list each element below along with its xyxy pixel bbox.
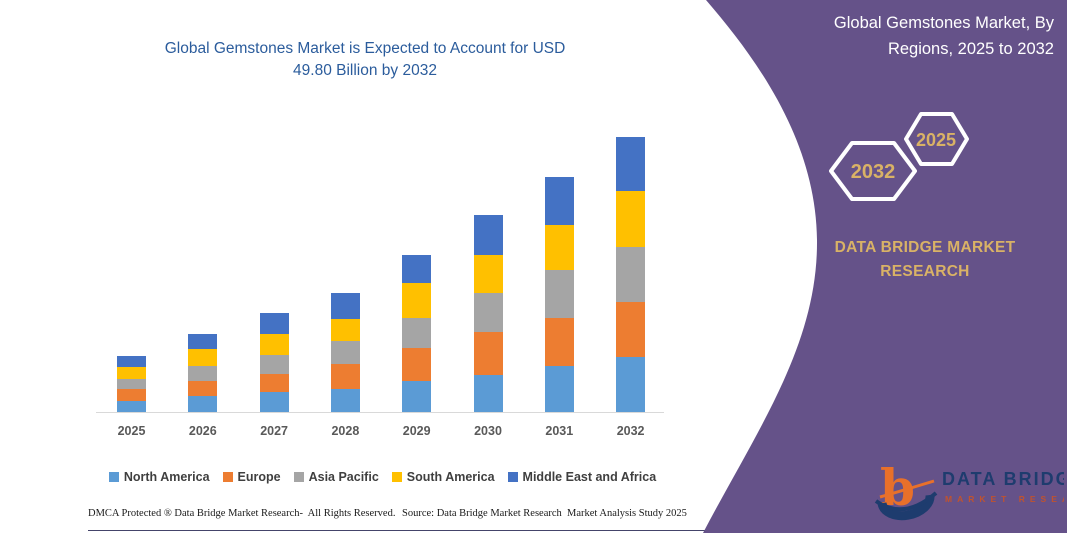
bar-segment-2027 bbox=[259, 373, 289, 393]
bar-segment-2026 bbox=[188, 396, 218, 412]
bar-segment-2029 bbox=[402, 347, 432, 381]
bar-segment-2029 bbox=[402, 282, 432, 318]
legend-item: Europe bbox=[222, 470, 281, 484]
panel-title-line2: Regions, 2025 to 2032 bbox=[887, 39, 1054, 58]
panel-title-line1: Global Gemstones Market, By bbox=[833, 14, 1054, 32]
bar-2029 bbox=[402, 255, 432, 412]
panel-title: Global Gemstones Market, By Regions, 202… bbox=[724, 11, 1054, 62]
bar-segment-2031 bbox=[544, 365, 574, 412]
bar-segment-2028 bbox=[330, 389, 360, 412]
plot-area bbox=[96, 120, 664, 413]
bar-segment-2030 bbox=[473, 375, 503, 412]
legend-item: Middle East and Africa bbox=[507, 470, 657, 484]
x-axis-label-2025: 2025 bbox=[117, 424, 146, 438]
x-axis-label-2026: 2026 bbox=[188, 424, 217, 438]
bar-segment-2032 bbox=[616, 246, 646, 303]
footer: DMCA Protected ® Data Bridge Market Rese… bbox=[0, 508, 760, 524]
logo-text-main: DATA BRIDGE bbox=[942, 469, 1064, 489]
legend-swatch-icon bbox=[108, 472, 119, 482]
x-axis-label-2028: 2028 bbox=[331, 424, 360, 438]
legend-swatch-icon bbox=[391, 472, 402, 482]
bar-2026 bbox=[188, 334, 218, 412]
bar-segment-2025 bbox=[117, 389, 146, 401]
x-axis-label-2027: 2027 bbox=[260, 424, 288, 438]
bar-segment-2032 bbox=[616, 136, 646, 191]
legend-label: Europe bbox=[237, 470, 281, 484]
hexagon-2032-label: 2032 bbox=[851, 161, 896, 183]
x-axis: 2025 2026 2027 2028 2029 2030 2031 2032 bbox=[0, 424, 700, 444]
chart-title-line2: 49.80 Billion by 2032 bbox=[293, 62, 437, 79]
bar-segment-2031 bbox=[544, 224, 574, 271]
bar-segment-2027 bbox=[259, 312, 289, 335]
x-axis-label-2029: 2029 bbox=[402, 424, 431, 438]
bar-segment-2027 bbox=[259, 392, 289, 412]
brand-wordmark: DATA BRIDGE MARKET RESEARCH bbox=[805, 236, 1045, 284]
bar-segment-2028 bbox=[330, 318, 360, 341]
bar-segment-2031 bbox=[544, 176, 574, 225]
brand-line2: RESEARCH bbox=[880, 263, 970, 281]
bar-segment-2031 bbox=[544, 270, 574, 318]
legend-item: Asia Pacific bbox=[293, 470, 379, 484]
legend-swatch-icon bbox=[222, 472, 233, 482]
bar-2025 bbox=[117, 355, 146, 412]
bar-2027 bbox=[259, 312, 289, 412]
bar-2032 bbox=[616, 136, 646, 412]
legend-label: Middle East and Africa bbox=[522, 470, 657, 484]
bar-2031 bbox=[544, 176, 574, 412]
bar-segment-2029 bbox=[402, 380, 432, 412]
bar-2028 bbox=[330, 293, 360, 412]
purple-swoosh-shape bbox=[703, 0, 1067, 533]
bar-segment-2025 bbox=[117, 355, 146, 368]
hexagon-2025-label: 2025 bbox=[916, 130, 956, 150]
bar-segment-2032 bbox=[616, 357, 646, 412]
year-hexagons: 2032 2025 bbox=[829, 112, 969, 201]
legend: North America Europe Asia Pacific South Ame… bbox=[90, 470, 675, 484]
bar-segment-2027 bbox=[259, 355, 289, 374]
legend-item: North America bbox=[108, 470, 210, 484]
brand-line1: DATA BRIDGE MARKET bbox=[834, 239, 1016, 256]
bar-segment-2025 bbox=[117, 367, 146, 379]
hexagon-2025 bbox=[904, 112, 969, 166]
legend-swatch-icon bbox=[293, 472, 304, 482]
bar-segment-2030 bbox=[473, 255, 503, 293]
bottom-divider bbox=[88, 530, 738, 531]
x-axis-label-2031: 2031 bbox=[545, 424, 574, 438]
bar-segment-2026 bbox=[188, 334, 218, 350]
bar-segment-2029 bbox=[402, 317, 432, 348]
chart-title: Global Gemstones Market is Expected to A… bbox=[100, 38, 630, 82]
dbmr-logo: b DATA BRIDGE MARKET RESEARCH bbox=[874, 459, 1064, 521]
bar-segment-2026 bbox=[188, 366, 218, 381]
legend-item: South America bbox=[391, 470, 495, 484]
legend-label: North America bbox=[123, 470, 210, 484]
bar-segment-2030 bbox=[473, 292, 503, 333]
bar-2030 bbox=[473, 215, 503, 412]
chart-title-line1: Global Gemstones Market is Expected to A… bbox=[164, 40, 566, 57]
bar-segment-2030 bbox=[473, 215, 503, 256]
bar-segment-2028 bbox=[330, 293, 360, 319]
bar-segment-2027 bbox=[259, 334, 289, 356]
bar-segment-2026 bbox=[188, 349, 218, 367]
legend-label: Asia Pacific bbox=[308, 470, 379, 484]
source-text: Source: Data Bridge Market Research Mark… bbox=[402, 508, 687, 519]
x-axis-label-2032: 2032 bbox=[616, 424, 645, 438]
x-axis-label-2030: 2030 bbox=[474, 424, 502, 438]
hexagon-2032 bbox=[829, 141, 917, 201]
bar-segment-2032 bbox=[616, 302, 646, 358]
dmca-text: DMCA Protected ® Data Bridge Market Rese… bbox=[88, 508, 396, 519]
bar-segment-2030 bbox=[473, 332, 503, 375]
legend-swatch-icon bbox=[507, 472, 518, 482]
bar-segment-2028 bbox=[330, 340, 360, 364]
logo-b-glyph: b bbox=[874, 459, 938, 521]
bar-segment-2029 bbox=[402, 255, 432, 283]
bar-segment-2025 bbox=[117, 400, 146, 412]
bar-segment-2031 bbox=[544, 317, 574, 366]
bar-segment-2026 bbox=[188, 380, 218, 396]
logo-text-sub: MARKET RESEARCH bbox=[945, 494, 1064, 504]
legend-label: South America bbox=[406, 470, 495, 484]
bar-segment-2025 bbox=[117, 378, 146, 390]
bar-segment-2032 bbox=[616, 190, 646, 247]
bar-segment-2028 bbox=[330, 363, 360, 390]
